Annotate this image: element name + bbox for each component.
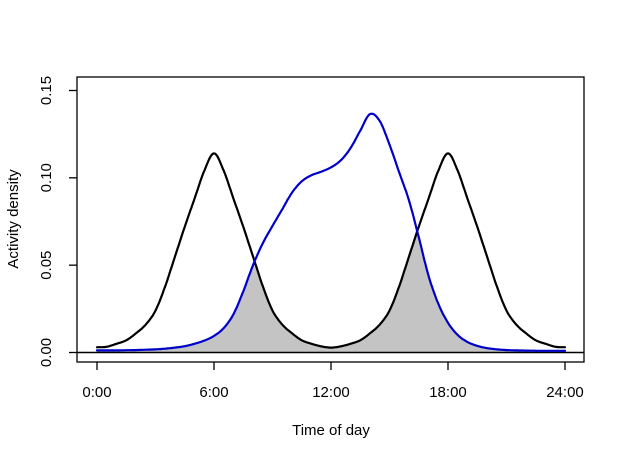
x-tick-label: 24:00 [546,384,584,401]
x-tick-label: 6:00 [199,384,228,401]
plot-box [76,76,585,363]
y-tick-label: 0.10 [38,163,55,192]
x-tick-label: 18:00 [429,384,467,401]
y-tick-label: 0.05 [38,251,55,280]
x-tick-label: 12:00 [312,384,350,401]
plot-generated-content: 0:00 6:00 12:00 18:00 24:00 0.00 0.05 0.10 0.15 [38,76,585,401]
black-bimodal-curve [95,152,567,349]
y-tick-label: 0.15 [38,76,55,105]
x-axis-title: Time of day [292,422,370,439]
blue-unimodal-curve [95,112,567,352]
x-tick-label: 0:00 [82,384,111,401]
y-tick-label: 0.00 [38,338,55,367]
y-axis-title: Activity density [5,169,22,269]
overlap-shaded-area [97,231,565,353]
